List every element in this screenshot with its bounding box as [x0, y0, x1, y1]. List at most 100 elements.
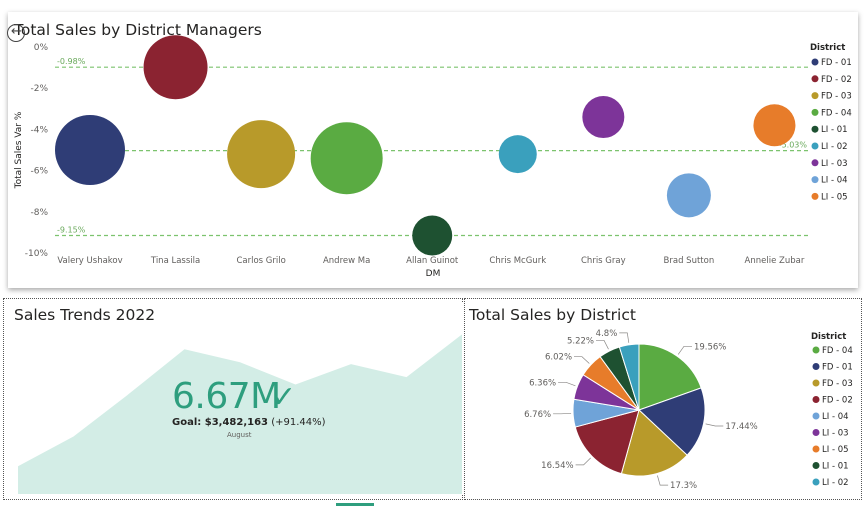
x-tick-label: Annelie Zubar	[745, 256, 805, 266]
bubble-carlos-grilo	[227, 120, 296, 189]
pie-data-label: 6.02%	[545, 353, 572, 363]
pie-data-label: 6.76%	[524, 410, 551, 420]
y-tick-label: -4%	[30, 125, 48, 135]
back-arrow-icon: ←	[11, 24, 22, 39]
pie-legend-label: FD - 03	[822, 379, 853, 389]
x-axis-label: DM	[426, 269, 441, 279]
trend-area	[18, 334, 462, 494]
legend-marker	[811, 125, 819, 133]
legend-label: LI - 05	[821, 192, 848, 202]
kpi-goal-delta: (+91.44%)	[271, 417, 326, 428]
legend-marker	[811, 192, 819, 200]
bubble-brad-sutton	[666, 173, 711, 218]
legend-title: District	[810, 43, 845, 53]
pie-leader-line	[574, 356, 590, 364]
pie-legend-marker	[812, 412, 820, 420]
legend-label: FD - 03	[821, 92, 852, 102]
pie-legend-label: FD - 01	[822, 363, 853, 373]
pie-legend-label: LI - 05	[822, 445, 849, 455]
pie-data-label: 4.8%	[596, 329, 618, 339]
legend-label: LI - 02	[821, 142, 848, 152]
pie-leader-line	[705, 423, 724, 427]
pie-leader-line	[596, 339, 609, 350]
pie-slice-fd-04	[638, 343, 702, 411]
legend-marker	[811, 108, 819, 116]
pie-panel-frame	[464, 298, 862, 500]
bubble-valery-ushakov	[55, 115, 125, 185]
x-tick-label: Tina Lassila	[150, 256, 200, 266]
legend-marker	[811, 92, 819, 100]
back-button[interactable]: ←	[7, 24, 25, 42]
legend-marker	[811, 75, 819, 83]
checkmark-icon: ✓	[271, 380, 297, 415]
pie-legend-marker	[812, 396, 820, 403]
pie-legend-marker	[812, 462, 820, 469]
kpi-value: 6.67M	[172, 376, 281, 417]
pie-legend-marker	[812, 429, 820, 436]
pie-slice-li-02	[618, 343, 640, 411]
reference-line-label: -0.98%	[57, 57, 86, 66]
pie-slice-fd-01	[638, 387, 706, 456]
bubble-annelie-zubar	[753, 104, 796, 147]
trend-chart-title: Sales Trends 2022	[14, 306, 156, 324]
pie-legend-label: FD - 04	[822, 346, 853, 356]
legend-label: LI - 03	[821, 159, 848, 169]
pie-data-label: 5.22%	[567, 336, 594, 346]
pie-legend-title: District	[811, 332, 846, 342]
page-tab-indicator[interactable]	[336, 503, 374, 506]
x-tick-label: Valery Ushakov	[57, 256, 122, 266]
legend-label: LI - 01	[821, 125, 848, 135]
x-tick-label: Chris Gray	[581, 256, 626, 266]
legend-label: FD - 02	[821, 75, 852, 85]
bubble-chart: 0% -2% -4% -6% -8% -10% Total Sales Var % -0.98…	[14, 35, 852, 279]
pie-legend-marker	[812, 379, 820, 387]
pie-legend-label: LI - 01	[822, 462, 849, 472]
pie-legend-label: LI - 04	[822, 412, 849, 422]
pie-leader-line	[619, 332, 630, 343]
pie-data-label: 6.36%	[529, 378, 556, 388]
legend-marker	[811, 159, 819, 167]
y-tick-label: -10%	[25, 249, 49, 259]
pie-legend-label: FD - 02	[822, 396, 853, 406]
kpi-goal: Goal: $3,482,163 (+91.44%)	[172, 417, 326, 428]
pie-data-label: 19.56%	[694, 342, 726, 352]
pie-leader-line	[575, 457, 591, 466]
pie-legend-marker	[812, 363, 820, 370]
legend-marker	[811, 142, 819, 150]
x-tick-label: Brad Sutton	[664, 256, 715, 266]
pie-leader-line	[657, 475, 669, 486]
bubble-allan-guinot	[412, 215, 453, 256]
bubble-chris-mcgurk	[498, 135, 537, 174]
kpi-goal-label: Goal: $3,482,163	[172, 417, 268, 428]
x-tick-label: Chris McGurk	[489, 256, 546, 266]
y-tick-label: -8%	[30, 208, 48, 218]
pie-legend-marker	[812, 478, 820, 486]
legend-marker	[811, 176, 819, 184]
pie-slice-fd-02	[574, 409, 640, 475]
bubble-tina-lassila	[143, 35, 208, 100]
kpi-period: August	[227, 431, 252, 439]
pie-leader-line	[558, 381, 576, 387]
legend-marker	[811, 58, 819, 66]
legend-label: FD - 01	[821, 58, 852, 68]
pie-data-label: 17.44%	[725, 422, 757, 432]
top-chart-title: Total Sales by District Managers	[14, 21, 262, 39]
reference-line-label: -5.03%	[779, 141, 808, 150]
pie-chart-title: Total Sales by District	[469, 306, 636, 324]
y-tick-label: -6%	[30, 167, 48, 177]
pie-legend-label: LI - 02	[822, 478, 849, 488]
x-tick-label: Carlos Grilo	[236, 256, 285, 266]
pie-slice-fd-03	[620, 409, 688, 477]
pie-leader-line	[677, 345, 692, 355]
pie-data-label: 16.54%	[541, 461, 573, 471]
pie-leader-line	[553, 412, 572, 415]
pie-legend-label: LI - 03	[822, 429, 849, 439]
x-tick-label: Allan Guinot	[406, 256, 459, 266]
pie-data-label: 17.3%	[670, 481, 697, 491]
legend-label: LI - 04	[821, 176, 848, 186]
reference-line-label: -9.15%	[57, 225, 86, 234]
y-tick-label: -2%	[30, 84, 48, 94]
bubble-chris-gray	[582, 96, 625, 139]
